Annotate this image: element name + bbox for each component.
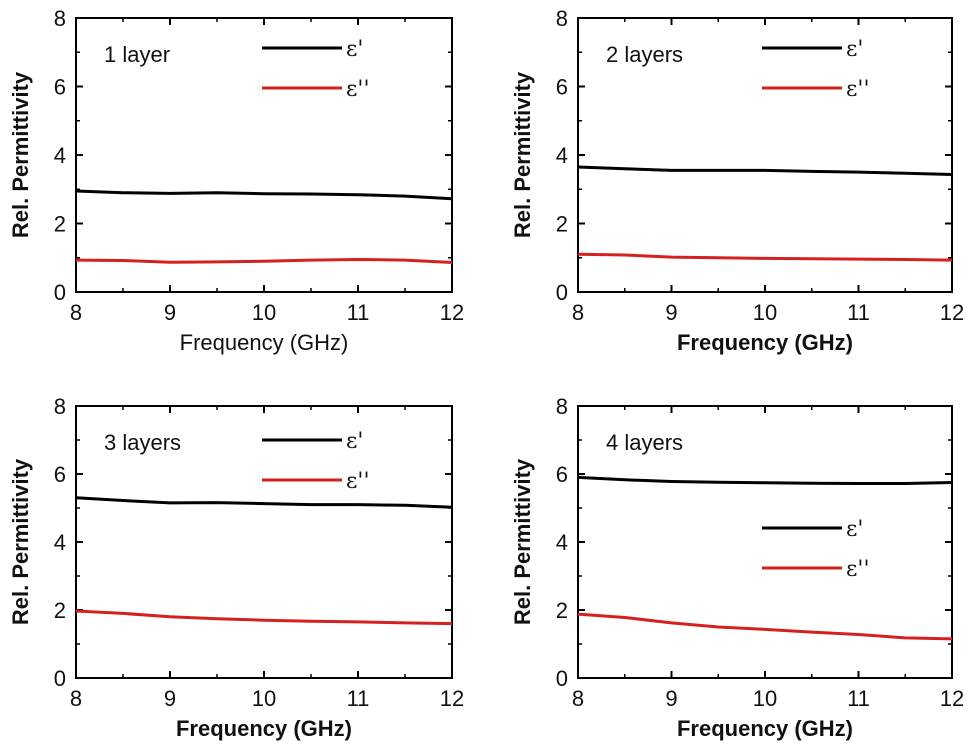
panel-4: 8 9 10 11 12 0 2 4 6 8 Rel. Permittivity Frequency … [510,394,964,741]
legend-label: ε' [346,37,363,62]
x-tick-label: 10 [753,300,777,325]
legend-label: ε' [346,429,363,454]
y-tick-label: 4 [54,143,66,168]
panel-label: 2 layers [606,42,683,67]
legend-label: ε'' [846,557,870,582]
series-line-eps-real [75,189,453,201]
series-line-eps-real [577,165,953,176]
y-tick-label: 8 [54,6,66,31]
legend-label: ε' [846,37,863,62]
x-axis-label: Frequency (GHz) [176,716,352,741]
panel-3: 8 9 10 11 12 0 2 4 6 8 Rel. Permittivity Frequency … [8,394,464,741]
x-tick-label: 9 [164,686,176,711]
series-line-eps-imag [75,609,453,626]
x-axis-label: Frequency (GHz) [677,330,853,355]
y-tick-label: 4 [556,530,568,555]
y-tick-label: 8 [556,6,568,31]
y-axis-label: Rel. Permittivity [8,458,33,625]
y-tick-label: 0 [54,280,66,305]
x-tick-label: 12 [440,300,464,325]
legend-label: ε'' [846,77,870,102]
y-tick-label: 0 [54,666,66,691]
series-line-eps-real [75,496,453,509]
y-tick-label: 0 [556,280,568,305]
y-tick-label: 0 [556,666,568,691]
legend-label: ε'' [346,469,370,494]
series-line-eps-imag [75,258,453,264]
y-tick-label: 2 [556,212,568,237]
x-tick-label: 8 [572,686,584,711]
x-tick-label: 11 [347,686,370,711]
x-tick-label: 9 [164,300,176,325]
x-tick-label: 10 [753,686,777,711]
y-tick-label: 4 [556,143,568,168]
series-line-eps-imag [577,252,953,262]
y-axis-label: Rel. Permittivity [510,71,535,238]
panel-2: 8 9 10 11 12 0 2 4 6 8 Rel. Permittivity Frequency … [510,6,964,355]
x-tick-label: 9 [665,300,677,325]
x-tick-label: 11 [847,686,870,711]
y-tick-label: 6 [54,75,66,100]
x-tick-label: 11 [347,300,370,325]
x-tick-label: 10 [252,686,276,711]
x-axis-label: Frequency (GHz) [677,716,853,741]
y-tick-label: 2 [54,212,66,237]
x-tick-label: 12 [940,686,964,711]
panel-label: 1 layer [104,42,170,67]
panel-label: 3 layers [104,430,181,455]
x-tick-label: 10 [252,300,276,325]
y-tick-label: 2 [556,598,568,623]
y-tick-label: 8 [54,394,66,419]
x-tick-label: 9 [665,686,677,711]
x-tick-label: 8 [572,300,584,325]
y-axis-label: Rel. Permittivity [8,71,33,238]
x-tick-label: 11 [847,300,870,325]
legend-label: ε'' [346,77,370,102]
y-tick-label: 4 [54,530,66,555]
x-tick-label: 12 [940,300,964,325]
y-tick-label: 2 [54,598,66,623]
legend-label: ε' [846,517,863,542]
y-tick-label: 6 [556,75,568,100]
panel-label: 4 layers [606,430,683,455]
y-tick-label: 6 [54,462,66,487]
x-axis-label: Frequency (GHz) [180,330,349,355]
panel-1: 8 9 10 11 12 0 2 4 6 8 Rel. Permittivity Frequency … [8,6,464,355]
series-line-eps-imag [577,612,953,641]
series-line-eps-real [577,475,953,485]
x-tick-label: 12 [440,686,464,711]
y-tick-label: 6 [556,462,568,487]
y-axis-label: Rel. Permittivity [510,458,535,625]
x-tick-label: 8 [70,686,82,711]
y-tick-label: 8 [556,394,568,419]
x-tick-label: 8 [70,300,82,325]
